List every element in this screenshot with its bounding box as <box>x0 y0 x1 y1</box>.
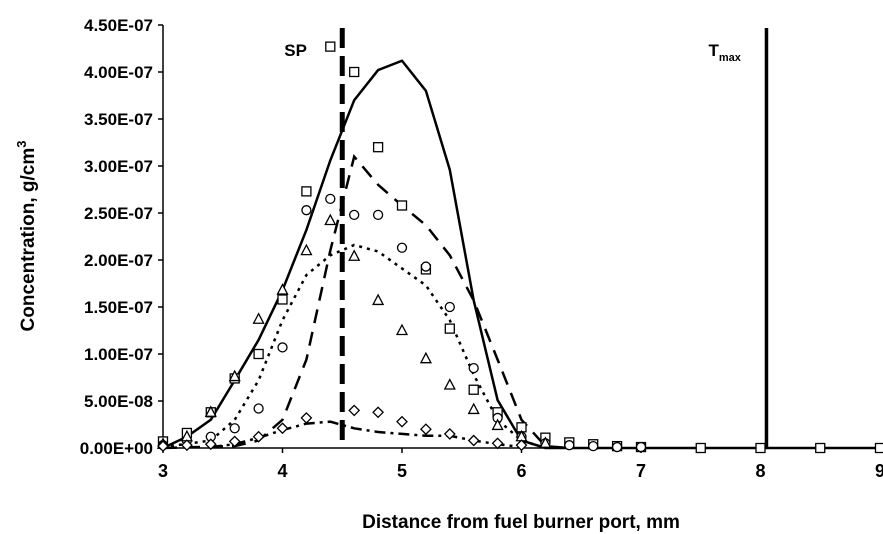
marker <box>300 412 313 424</box>
marker <box>228 435 241 448</box>
marker <box>468 362 479 374</box>
x-tick-label: 5 <box>397 461 407 481</box>
y-tick-label: 1.00E-07 <box>84 345 153 364</box>
marker <box>325 193 336 205</box>
marker <box>396 415 408 428</box>
y-tick-label: 3.50E-07 <box>84 110 153 129</box>
marker <box>276 422 289 435</box>
curve <box>162 59 880 450</box>
x-tick-label: 8 <box>755 461 765 481</box>
marker <box>276 283 289 295</box>
marker <box>253 403 264 414</box>
reference-label: Tmax <box>708 41 741 64</box>
x-tick-label: 9 <box>875 461 883 481</box>
marker <box>611 441 623 453</box>
marker <box>419 423 432 436</box>
y-tick-label: 5.00E-08 <box>84 392 153 411</box>
curve <box>162 243 546 450</box>
y-axis-title: Concentration, g/cm3 <box>14 141 39 332</box>
marker <box>301 186 312 197</box>
marker <box>396 242 408 253</box>
marker <box>252 430 265 443</box>
y-tick-label: 2.50E-07 <box>84 204 153 223</box>
marker <box>815 442 826 454</box>
marker <box>229 423 240 434</box>
marker <box>468 384 479 395</box>
marker <box>755 442 766 454</box>
marker <box>372 293 385 306</box>
marker <box>300 243 313 256</box>
marker <box>588 440 599 452</box>
marker <box>253 348 264 360</box>
marker <box>372 406 385 419</box>
marker <box>695 442 706 454</box>
marker <box>349 209 360 221</box>
marker <box>539 436 552 448</box>
reference-label-main: SP <box>284 41 307 60</box>
y-tick-label: 4.00E-07 <box>84 63 153 82</box>
marker <box>180 439 193 452</box>
marker <box>348 404 361 417</box>
y-axis-title-main: Concentration, g/cm <box>18 148 39 332</box>
marker <box>228 369 241 382</box>
marker <box>372 209 384 221</box>
marker <box>325 41 336 52</box>
y-tick-label: 4.50E-07 <box>84 16 153 35</box>
y-tick-label: 0.00E+00 <box>80 439 153 458</box>
y-axis-title-superscript: 3 <box>14 141 29 148</box>
marker <box>324 213 337 226</box>
marker <box>491 437 504 450</box>
y-tick-label: 2.00E-07 <box>84 251 153 270</box>
y-tick-label: 1.50E-07 <box>84 298 153 317</box>
marker <box>874 442 883 454</box>
y-tick-label: 3.00E-07 <box>84 157 153 176</box>
marker <box>491 418 504 431</box>
marker <box>277 294 288 305</box>
x-tick-label: 6 <box>516 461 526 481</box>
marker <box>395 323 409 336</box>
marker <box>467 402 480 415</box>
reference-label: SP <box>284 41 307 60</box>
x-tick-label: 7 <box>636 461 646 481</box>
marker <box>564 440 575 451</box>
marker <box>515 439 528 452</box>
curve <box>162 153 570 450</box>
marker <box>635 441 647 453</box>
marker <box>443 378 456 390</box>
marker <box>467 434 480 447</box>
marker <box>157 440 169 453</box>
marker <box>252 312 265 324</box>
reference-label-subscript: max <box>719 52 742 64</box>
marker <box>396 200 408 211</box>
marker <box>372 142 384 153</box>
marker <box>443 427 456 440</box>
marker <box>277 342 288 353</box>
x-tick-label: 4 <box>277 461 287 481</box>
marker <box>204 405 217 417</box>
marker <box>420 261 432 272</box>
marker <box>419 351 432 364</box>
x-tick-label: 3 <box>158 461 168 481</box>
marker <box>204 438 217 451</box>
x-axis-title: Distance from fuel burner port, mm <box>362 512 680 533</box>
marker <box>301 205 312 216</box>
marker <box>348 249 361 261</box>
marker <box>349 66 360 78</box>
marker <box>444 323 455 334</box>
reference-label-main: T <box>708 41 719 60</box>
marker <box>444 301 455 313</box>
